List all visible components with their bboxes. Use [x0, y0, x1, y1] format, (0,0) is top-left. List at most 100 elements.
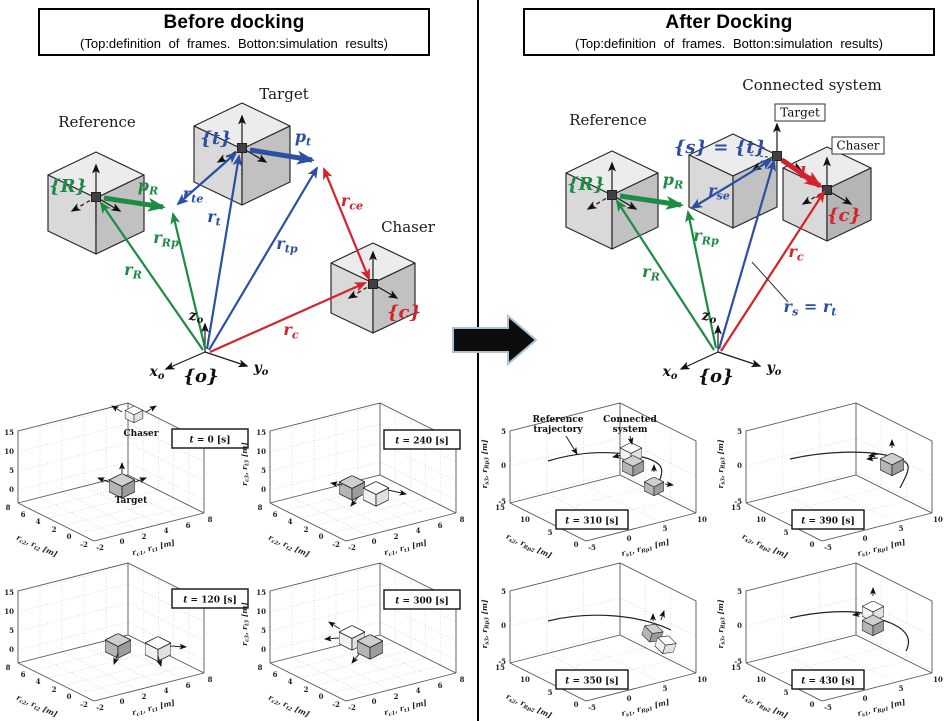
vector-rs	[717, 159, 776, 350]
vector-rRp	[170, 212, 207, 349]
scene-t310	[620, 442, 674, 496]
svg-text:t = 300 [s]: t = 300 [s]	[395, 597, 448, 607]
scene-t240	[330, 475, 407, 507]
before-title-box: Before docking (Top:definition of frames…	[38, 8, 430, 56]
red-vectors-after	[720, 157, 826, 352]
x-axis-label: xo	[149, 364, 165, 382]
svg-text:rce: rce	[341, 191, 363, 213]
frame-diagram-after: Target Chaser Connected system Reference…	[565, 76, 885, 387]
red-vector-labels: rce rc	[283, 191, 363, 342]
reference-label-after: Reference	[569, 111, 647, 129]
svg-text:t = 430 [s]: t = 430 [s]	[801, 677, 854, 687]
inertial-frame-axes-after	[679, 324, 762, 370]
green-vectors	[99, 195, 207, 351]
reference-trajectory-curve	[789, 451, 909, 489]
time-badge	[791, 669, 865, 690]
sim-plot-before-t240: t = 240 [s]	[239, 402, 466, 560]
chaser-box-label: Chaser	[831, 136, 885, 155]
vector-rt	[205, 154, 243, 350]
y-axis-label: yo	[253, 360, 269, 378]
sim-plot-after-t350: t = 350 [s]	[479, 562, 708, 720]
time-badge	[791, 509, 865, 530]
frame-R-label-after: {R}	[567, 174, 605, 195]
svg-text:rs = rt: rs = rt	[784, 297, 838, 319]
time-badge	[383, 429, 461, 450]
svg-text:t = 390 [s]: t = 390 [s]	[801, 517, 854, 527]
svg-text:pt: pt	[295, 127, 312, 149]
svg-text:rR: rR	[124, 260, 142, 282]
target-frame-origin	[772, 151, 782, 161]
time-badge	[383, 589, 461, 610]
vector-pR	[619, 193, 684, 210]
svg-text:t = 0 [s]: t = 0 [s]	[190, 436, 231, 446]
vector-rse	[690, 158, 773, 210]
reference-trajectory-curve	[547, 614, 672, 631]
panel-divider	[477, 0, 479, 721]
frame-o-label: {o}	[183, 366, 218, 387]
blue-vector-labels-after: rse rs = rt	[708, 181, 837, 319]
connected-system-label: Connected system	[742, 76, 881, 94]
time-badge	[555, 669, 629, 690]
frame-c-label: {c}	[387, 302, 421, 323]
frame-st-label: {s} = {t}	[674, 137, 766, 158]
frame-o-label-after: {o}	[698, 366, 733, 387]
vector-rtp	[208, 166, 319, 351]
z-axis-label-after: zo	[701, 308, 717, 326]
svg-text:t = 310 [s]: t = 310 [s]	[565, 517, 618, 527]
vector-rRp	[685, 210, 718, 349]
green-vector-labels-after: pR rRp rR	[642, 170, 719, 284]
reference-trajectory-curve	[789, 611, 910, 652]
svg-text:pR: pR	[663, 170, 684, 192]
target-annotation: Target	[115, 496, 148, 506]
svg-text:rc: rc	[788, 242, 803, 264]
transition-arrow-icon	[452, 313, 538, 367]
vector-pt	[249, 147, 315, 165]
scene-t300	[324, 621, 383, 664]
ref-traj-annotation-line2: trajectory	[533, 425, 583, 435]
scene-t0	[97, 405, 157, 499]
sim-plot-before-t0: Chaser Target t = 0 [s]	[0, 402, 249, 560]
ref-traj-annotation-line1: Reference	[532, 415, 583, 425]
red-vector-labels-after: ls rc	[788, 163, 813, 264]
time-badge	[171, 588, 249, 609]
vector-rc	[720, 190, 826, 352]
svg-text:t = 350 [s]: t = 350 [s]	[565, 677, 618, 687]
svg-text:Chaser: Chaser	[836, 139, 879, 153]
svg-text:Target: Target	[780, 106, 820, 120]
vector-rc	[209, 281, 367, 354]
x-axis-label-after: xo	[662, 364, 678, 382]
sim-plot-before-t300: t = 300 [s]	[239, 562, 466, 720]
vector-ls	[780, 157, 823, 189]
svg-text:rR: rR	[642, 262, 660, 284]
after-subtitle: (Top:definition of frames. Botton:simula…	[575, 36, 883, 51]
blue-vectors	[176, 147, 319, 351]
vector-rte	[176, 151, 238, 206]
target-box-label: Target	[774, 103, 826, 122]
svg-text:ls: ls	[800, 163, 813, 185]
vector-rR	[615, 199, 715, 351]
scene-t120	[105, 633, 187, 667]
svg-text:rtp: rtp	[276, 234, 298, 256]
green-vector-labels: pR rRp rR	[124, 176, 179, 282]
scene-t430	[862, 587, 884, 636]
blue-vector-labels: pt rte rt rtp	[183, 127, 312, 256]
sim-plot-before-t120: t = 120 [s]	[0, 562, 249, 720]
frame-st-leader	[749, 154, 769, 158]
svg-text:rRp: rRp	[693, 226, 719, 248]
svg-text:pR: pR	[138, 176, 159, 198]
rs-rt-pointer-line	[751, 261, 789, 303]
target-label: Target	[259, 85, 308, 103]
frame-diagram-before: Reference Target Chaser {R} {t} {c} {o} …	[47, 85, 436, 387]
sim-plot-after-t390: t = 390 [s]	[715, 402, 944, 560]
chaser-annotation: Chaser	[123, 429, 158, 439]
frame-c-label-after: {c}	[827, 205, 861, 226]
svg-text:rse: rse	[708, 181, 730, 203]
svg-text:rte: rte	[183, 184, 204, 206]
vector-rce	[322, 167, 371, 281]
red-vectors	[209, 167, 371, 354]
connected-chaser-cube	[782, 146, 872, 242]
reference-label: Reference	[58, 113, 136, 131]
connected-annotation-line1: Connected	[603, 415, 657, 425]
sim-plot-after-t430: t = 430 [s]	[715, 562, 944, 720]
